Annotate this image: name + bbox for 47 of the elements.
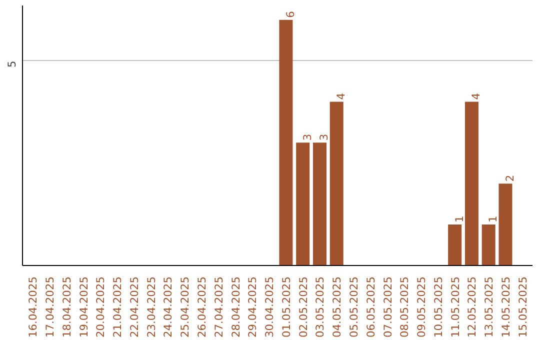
- x-tick-label: 10.05.2025: [432, 276, 445, 338]
- y-tick-label: 5: [6, 60, 18, 68]
- x-tick-label: 16.04.2025: [26, 276, 40, 338]
- data-label: 1: [486, 216, 500, 223]
- x-tick-label: 11.05.2025: [448, 276, 462, 338]
- data-label: 4: [334, 92, 348, 100]
- x-tick-label: 15.05.2025: [516, 276, 530, 338]
- data-label: 4: [470, 92, 483, 100]
- bar: [482, 224, 496, 266]
- x-tick-label: 14.05.2025: [499, 276, 512, 338]
- data-label: 3: [318, 134, 331, 141]
- x-tick-label: 06.05.2025: [364, 276, 378, 338]
- x-tick-label: 05.05.2025: [347, 276, 360, 338]
- x-tick-label: 01.05.2025: [280, 276, 293, 338]
- bar: [296, 142, 310, 266]
- x-tick-label: 09.05.2025: [415, 276, 428, 338]
- x-tick-label: 27.04.2025: [212, 276, 226, 338]
- x-tick-label: 13.05.2025: [482, 276, 496, 338]
- data-label: 6: [284, 10, 297, 18]
- x-tick-label: 17.04.2025: [44, 276, 57, 338]
- x-tick-label: 20.04.2025: [94, 276, 108, 338]
- x-tick-label: 21.04.2025: [111, 276, 124, 338]
- data-label: 2: [503, 174, 516, 182]
- x-tick-label: 28.04.2025: [229, 276, 242, 338]
- x-tick-label: 26.04.2025: [196, 276, 209, 338]
- data-label: 3: [300, 134, 314, 141]
- x-tick-label: 07.05.2025: [381, 276, 394, 338]
- x-tick-label: 22.04.2025: [128, 276, 141, 338]
- bar: [448, 224, 462, 266]
- x-tick-label: 23.04.2025: [144, 276, 158, 338]
- bar: [312, 142, 326, 266]
- bar: [330, 102, 344, 266]
- bar: [464, 102, 478, 266]
- x-tick-label: 30.04.2025: [263, 276, 276, 338]
- x-tick-label: 12.05.2025: [466, 276, 479, 338]
- x-tick-label: 08.05.2025: [398, 276, 412, 338]
- x-tick-label: 02.05.2025: [296, 276, 310, 338]
- bar: [498, 184, 512, 266]
- x-tick-label: 19.04.2025: [77, 276, 90, 338]
- x-tick-label: 29.04.2025: [246, 276, 260, 338]
- x-tick-label: 24.04.2025: [162, 276, 175, 338]
- data-label: 1: [452, 216, 466, 223]
- x-tick-label: 25.04.2025: [178, 276, 192, 338]
- x-tick-label: 18.04.2025: [60, 276, 74, 338]
- x-tick-label: 04.05.2025: [330, 276, 344, 338]
- bar: [279, 20, 293, 266]
- x-tick-label: 03.05.2025: [314, 276, 327, 338]
